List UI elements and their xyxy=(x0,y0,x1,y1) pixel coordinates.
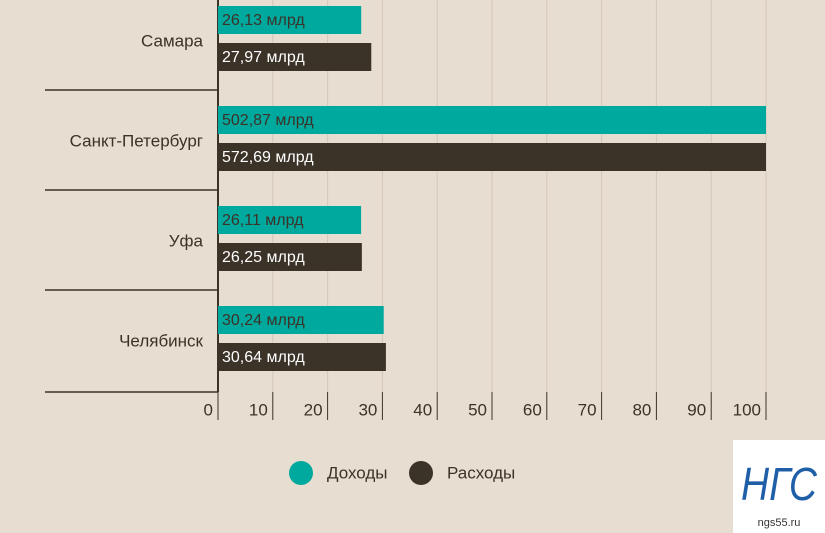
legend-label: Доходы xyxy=(327,463,388,482)
value-label: 30,64 млрд xyxy=(222,349,305,366)
bar xyxy=(218,106,766,134)
legend: Доходы Расходы xyxy=(289,461,515,485)
x-tick-label: 0 xyxy=(204,400,213,419)
value-label: 26,13 млрд xyxy=(222,12,305,29)
x-tick-label: 50 xyxy=(468,400,487,419)
logo-box xyxy=(733,440,825,533)
legend-marker xyxy=(289,461,313,485)
legend-marker xyxy=(409,461,433,485)
x-tick-label: 100 xyxy=(733,400,761,419)
x-tick-label: 10 xyxy=(249,400,268,419)
value-label: 26,11 млрд xyxy=(222,212,304,229)
bar xyxy=(218,306,384,334)
x-tick-label: 80 xyxy=(632,400,651,419)
labels: 0 10 20 30 40 50 60 70 80 90 100 Самара 26,13 млрд 27… xyxy=(70,12,761,419)
category-label: Санкт-Петербург xyxy=(70,131,203,150)
grid xyxy=(45,0,767,420)
bar xyxy=(218,343,386,371)
category-label: Уфа xyxy=(169,231,204,250)
bar xyxy=(218,6,362,34)
category-label: Самара xyxy=(141,31,204,50)
value-label: 27,97 млрд xyxy=(222,49,305,66)
category-label: Челябинск xyxy=(119,331,203,350)
x-tick-label: 70 xyxy=(578,400,597,419)
bars xyxy=(218,6,766,371)
value-label: 502,87 млрд xyxy=(222,112,314,129)
logo-title: НГС xyxy=(741,458,818,510)
x-tick-label: 90 xyxy=(687,400,706,419)
x-tick-label: 40 xyxy=(413,400,432,419)
bar xyxy=(218,143,766,171)
bar xyxy=(218,243,362,271)
x-tick-label: 20 xyxy=(304,400,323,419)
bar xyxy=(218,43,372,71)
value-label: 26,25 млрд xyxy=(222,249,305,266)
value-label: 572,69 млрд xyxy=(222,149,314,166)
x-tick-label: 30 xyxy=(358,400,377,419)
x-tick-label: 60 xyxy=(523,400,542,419)
logo: НГС ngs55.ru xyxy=(733,440,825,533)
bar xyxy=(218,206,362,234)
logo-url: ngs55.ru xyxy=(758,517,801,529)
legend-label: Расходы xyxy=(447,463,515,482)
value-label: 30,24 млрд xyxy=(222,312,305,329)
